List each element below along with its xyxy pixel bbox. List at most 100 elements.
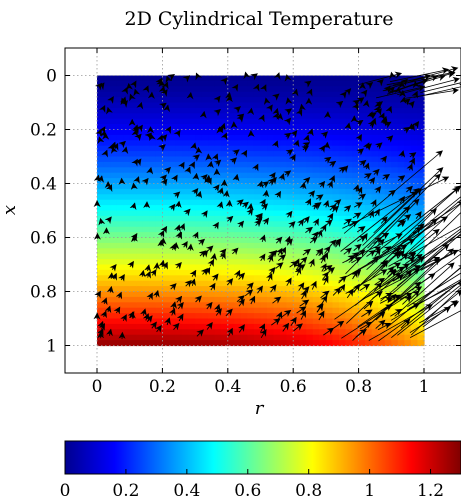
heatmap-cell [417, 280, 425, 287]
heatmap-cell [293, 178, 301, 185]
heatmap-cell [378, 340, 386, 347]
flux-arrow [140, 308, 147, 317]
heatmap-cell [293, 91, 301, 98]
flux-arrow [363, 300, 374, 310]
heatmap-cell [188, 318, 196, 325]
heatmap-cell [208, 97, 216, 104]
heatmap-cell [332, 91, 340, 98]
heatmap-cell [221, 118, 229, 125]
heatmap-cell [319, 334, 327, 341]
heatmap-cell [103, 80, 111, 87]
flux-arrow [400, 318, 411, 329]
heatmap-cell [201, 86, 209, 93]
flux-arrow [153, 262, 161, 270]
heatmap-cell [201, 264, 209, 271]
flux-arrow [199, 110, 207, 119]
heatmap-cell [352, 183, 360, 190]
heatmap-cell [247, 291, 255, 298]
heatmap-cell [227, 80, 235, 87]
heatmap-cell [214, 323, 222, 330]
heatmap-cell [188, 97, 196, 104]
heatmap-cell [338, 226, 347, 233]
heatmap-cell [155, 140, 163, 147]
heatmap-cell [123, 134, 131, 141]
heatmap-cell [175, 172, 183, 179]
heatmap-cell [293, 199, 301, 206]
heatmap-cell [365, 269, 373, 276]
heatmap-cell [182, 286, 190, 293]
heatmap-cell [110, 253, 118, 260]
heatmap-cell [378, 145, 386, 152]
heatmap-cell [182, 188, 190, 195]
heatmap-cell [182, 302, 190, 309]
heatmap-cell [345, 156, 353, 163]
heatmap-cell [280, 237, 288, 244]
flux-arrow [318, 180, 326, 189]
heatmap-cell [319, 242, 327, 249]
heatmap-cell [149, 161, 157, 168]
heatmap-cell [136, 140, 144, 147]
x-axis-ticks: 0 0.2 0.4 0.6 0.8 1 [92, 48, 429, 397]
heatmap-cell [195, 302, 203, 309]
heatmap-cell [182, 323, 190, 330]
heatmap-cell [188, 194, 196, 201]
heatmap-cell [397, 237, 405, 244]
heatmap-cell [97, 280, 105, 287]
heatmap-cell [384, 205, 392, 212]
heatmap-cell [253, 151, 262, 158]
flux-arrow [338, 283, 346, 294]
heatmap-cell [267, 107, 275, 114]
heatmap-cell [410, 221, 419, 228]
flux-arrow [160, 178, 168, 187]
heatmap-cell [221, 145, 229, 152]
heatmap-cell [195, 118, 203, 125]
heatmap-cell [417, 140, 425, 147]
heatmap-cell [208, 226, 216, 233]
heatmap-cell [240, 134, 249, 141]
flux-arrow [358, 71, 403, 85]
heatmap-cell [293, 161, 301, 168]
heatmap-cell [247, 259, 255, 266]
flux-arrow [220, 77, 228, 86]
flux-arrow [323, 327, 335, 336]
heatmap-cell [358, 188, 366, 195]
heatmap-cell [332, 97, 340, 104]
heatmap-cell [299, 156, 307, 163]
heatmap-cell [155, 178, 163, 185]
heatmap-cell [149, 91, 157, 98]
heatmap-cell [404, 194, 412, 201]
flux-arrow [273, 72, 281, 80]
heatmap-cell [188, 334, 196, 341]
heatmap-cell [214, 102, 222, 109]
heatmap-cell [175, 107, 183, 114]
x-tick-label: 0.2 [149, 377, 176, 397]
heatmap-cell [280, 118, 288, 125]
heatmap-cell [260, 156, 268, 163]
heatmap-cell [352, 329, 360, 336]
heatmap-cell [280, 178, 288, 185]
heatmap-cell [103, 318, 111, 325]
heatmap-cell [358, 259, 366, 266]
heatmap-cell [175, 113, 183, 120]
heatmap-cell [103, 134, 111, 141]
flux-arrow [213, 159, 222, 167]
heatmap-cell [280, 226, 288, 233]
heatmap-cell [227, 286, 235, 293]
heatmap-cell [201, 313, 209, 320]
flux-arrow [144, 132, 152, 140]
heatmap-cell [306, 161, 314, 168]
heatmap-cell [116, 253, 124, 260]
flux-arrow [133, 176, 140, 184]
y-tick-label: 0.2 [30, 121, 57, 141]
heatmap-cell [155, 118, 163, 125]
heatmap-cell [97, 307, 105, 314]
heatmap-cell [417, 113, 425, 120]
heatmap-cell [391, 226, 399, 233]
heatmap-cell [319, 102, 327, 109]
heatmap-cell [260, 118, 268, 125]
heatmap-cell [168, 188, 177, 195]
heatmap-cell [155, 167, 163, 174]
heatmap-cell [391, 134, 399, 141]
heatmap-cell [227, 323, 235, 330]
heatmap-cell [227, 259, 235, 266]
